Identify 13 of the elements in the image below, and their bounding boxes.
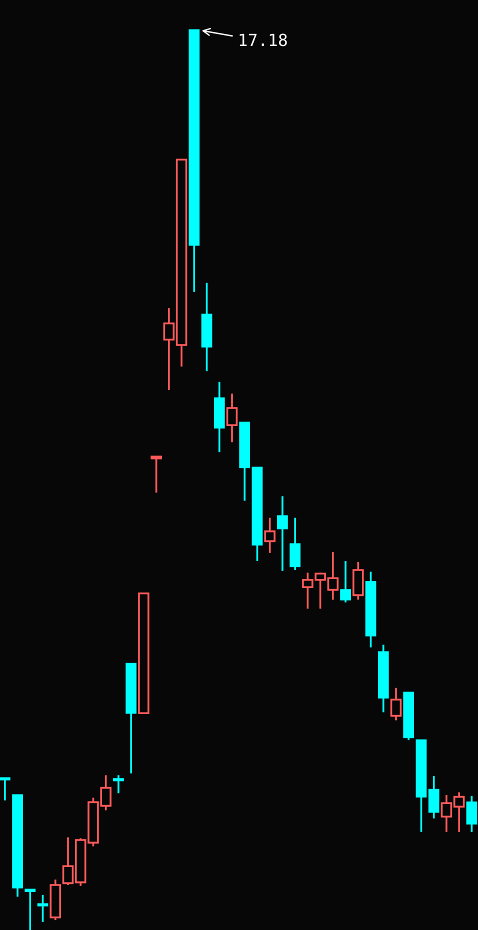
annotation: 17.18 [240,34,287,46]
candlestick [0,776,10,802]
candlestick [428,775,440,820]
candlestick [290,516,300,571]
candlestick [226,392,238,444]
candlestick [24,888,36,930]
candlestick [264,516,276,554]
candlestick [113,774,124,794]
candlestick [277,495,288,572]
candlestick [37,894,48,923]
candlestick [390,686,402,722]
candlestick [340,560,351,604]
candlestick [466,794,478,833]
